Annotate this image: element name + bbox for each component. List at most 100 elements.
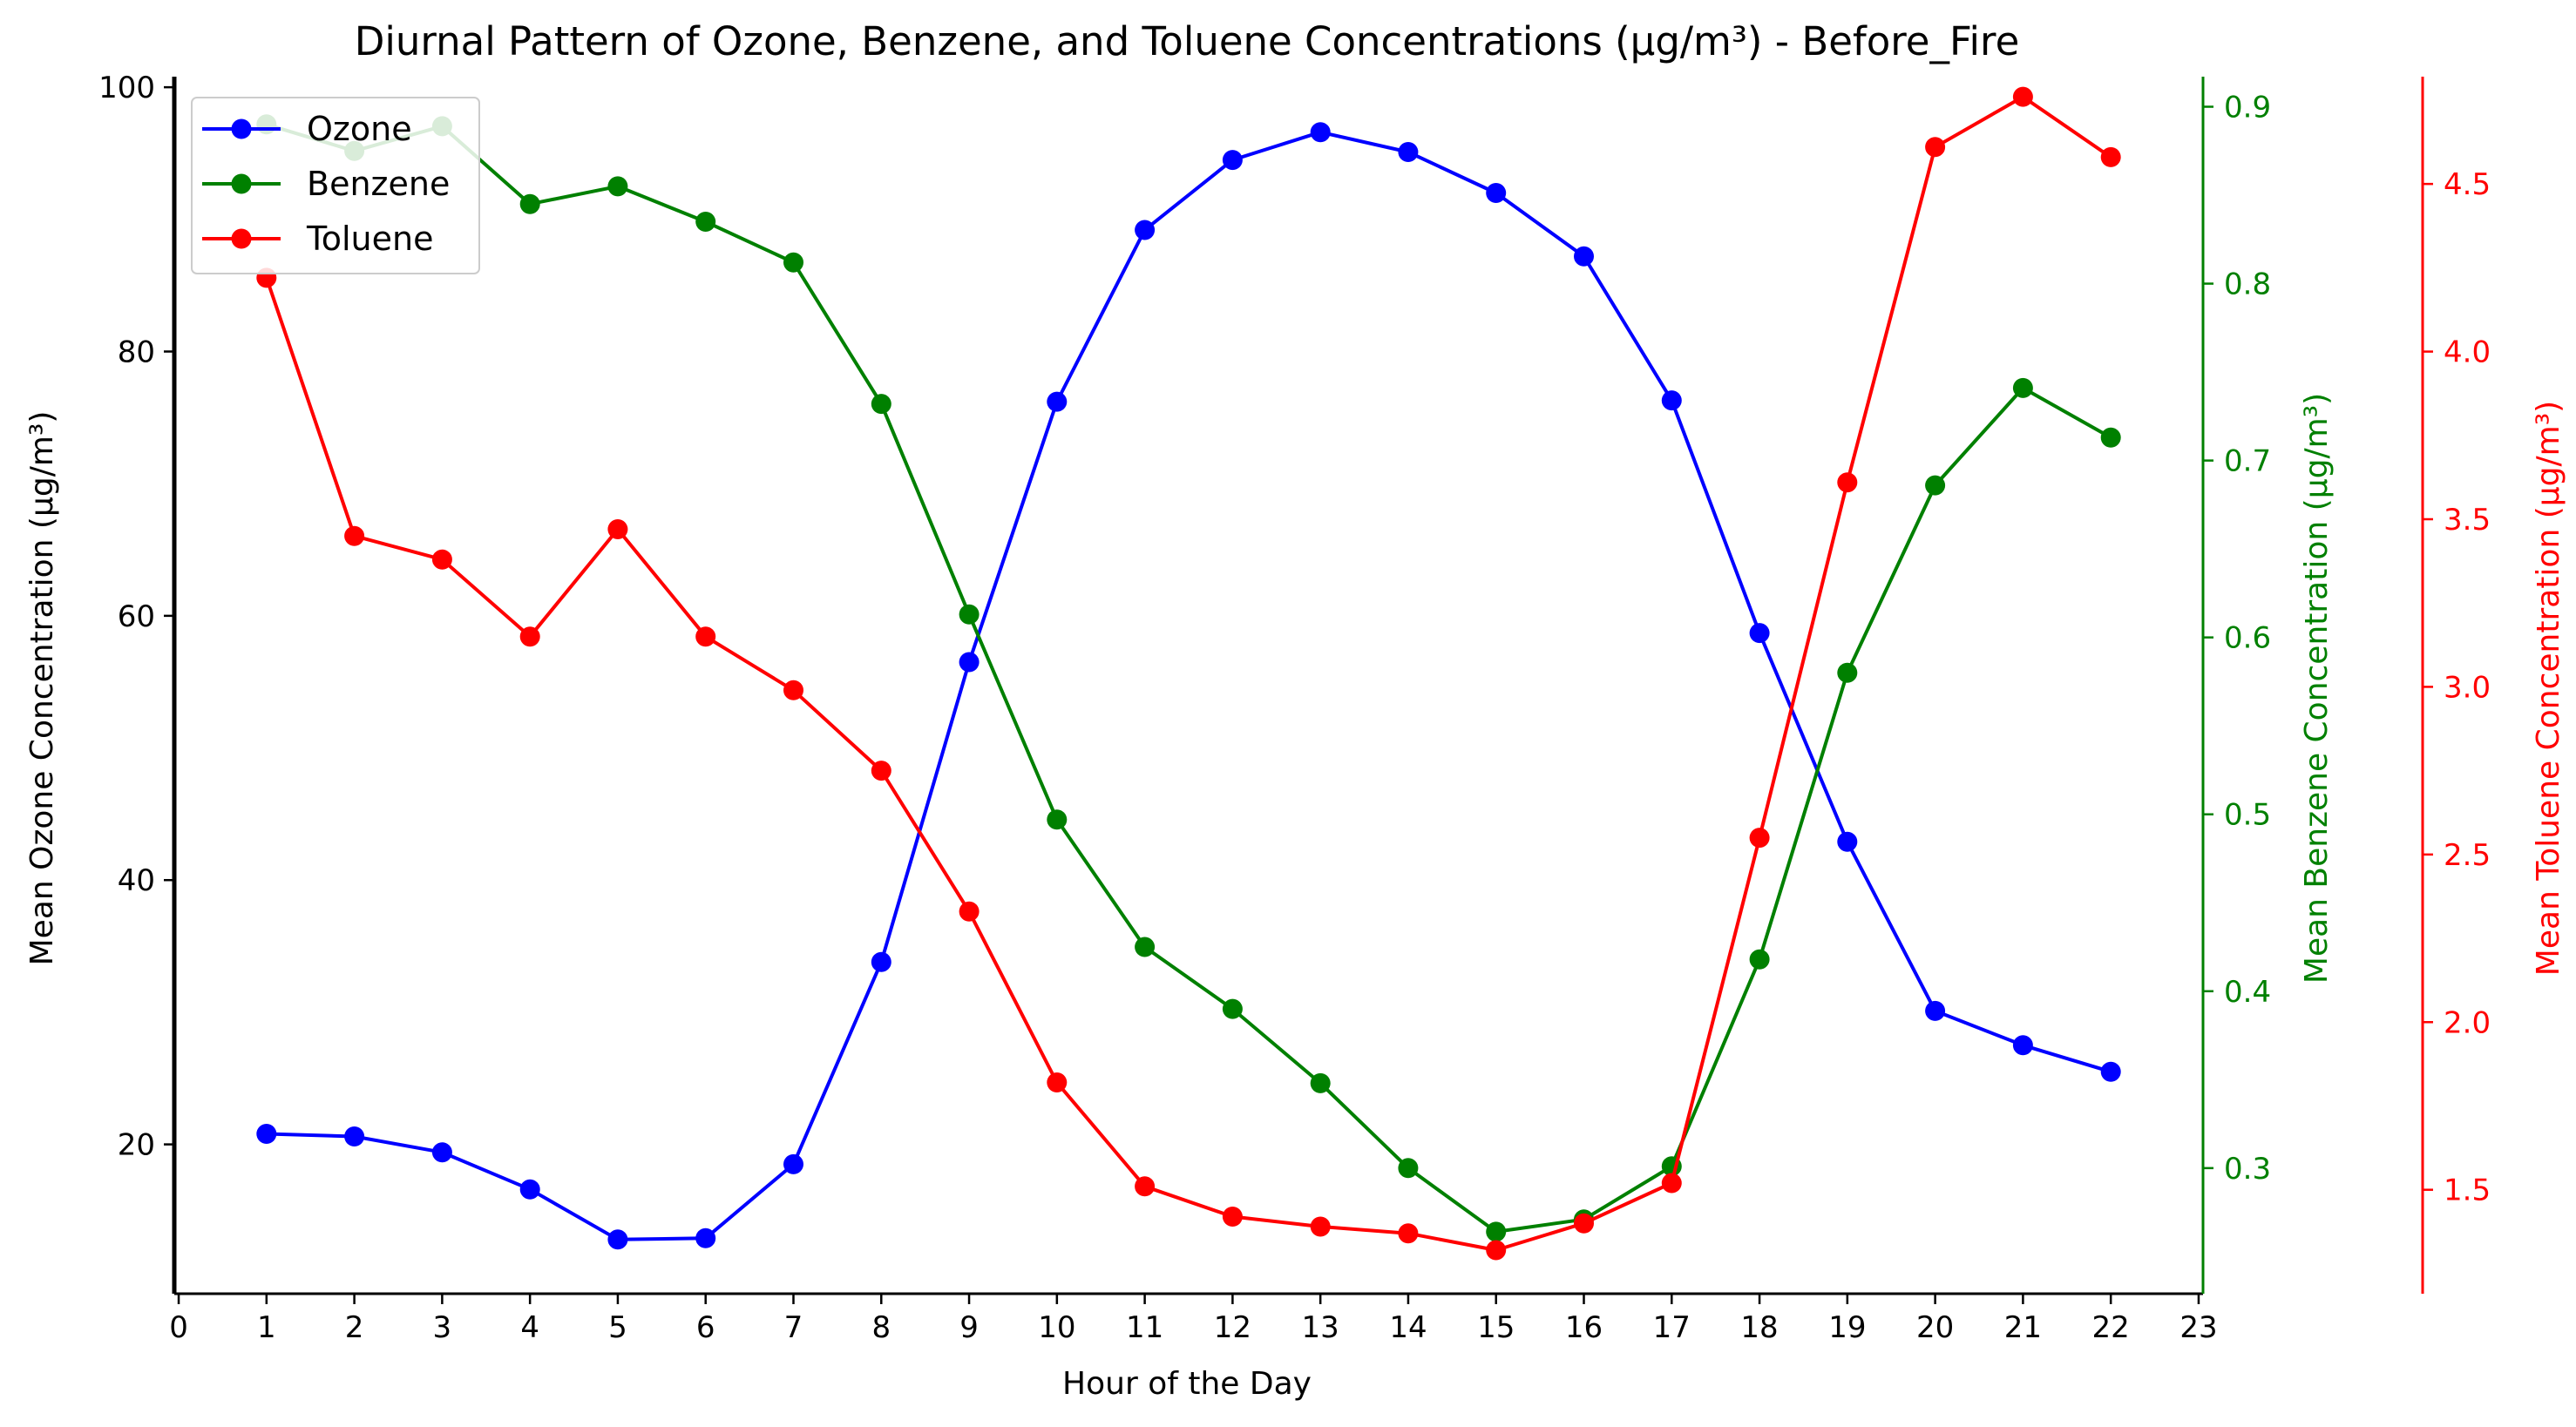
x-tick-label: 11 — [1126, 1310, 1163, 1345]
benzene-tick-label: 0.7 — [2224, 444, 2271, 479]
benzene-data-point — [871, 394, 891, 415]
x-axis-title: Hour of the Day — [1062, 1366, 1312, 1402]
benzene-data-point — [1398, 1158, 1419, 1179]
benzene-tick-label: 0.3 — [2224, 1152, 2271, 1187]
x-tick-label: 3 — [433, 1310, 452, 1345]
x-tick-label: 14 — [1389, 1310, 1427, 1345]
toluene-tick-label: 4.0 — [2444, 335, 2491, 370]
ozone-data-point — [1486, 183, 1507, 203]
benzene-data-point — [783, 252, 803, 273]
legend-items: Ozone Benzene Toluene — [202, 110, 450, 258]
toluene-data-point — [1047, 1072, 1068, 1092]
ozone-axis-ticks: 20 40 60 80 100 — [98, 71, 174, 1163]
x-tick-label: 12 — [1214, 1310, 1251, 1345]
ozone-data-point — [695, 1227, 716, 1248]
x-tick-label: 21 — [2004, 1310, 2042, 1345]
chart-title: Diurnal Pattern of Ozone, Benzene, and T… — [355, 18, 2020, 64]
benzene-data-point — [2012, 377, 2033, 398]
ozone-data-point — [783, 1153, 803, 1174]
x-tick-label: 8 — [871, 1310, 891, 1345]
benzene-tick-label: 0.9 — [2224, 91, 2271, 125]
benzene-data-point — [1047, 809, 1068, 830]
toluene-tick-label: 1.5 — [2444, 1173, 2491, 1208]
toluene-tick-label: 3.0 — [2444, 670, 2491, 705]
ozone-series-line — [266, 130, 2112, 1241]
x-tick-label: 6 — [696, 1310, 715, 1345]
benzene-data-point — [1486, 1221, 1507, 1242]
ozone-data-point — [1837, 831, 1858, 852]
x-tick-label: 23 — [2179, 1310, 2217, 1345]
benzene-tick-label: 0.5 — [2224, 798, 2271, 833]
x-tick-label: 15 — [1477, 1310, 1515, 1345]
ozone-tick-label: 40 — [118, 863, 155, 898]
toluene-tick-label: 4.5 — [2444, 167, 2491, 202]
x-tick-label: 1 — [257, 1310, 276, 1345]
legend-label-toluene: Toluene — [306, 220, 434, 258]
benzene-data-point — [1222, 998, 1243, 1019]
ozone-tick-label: 60 — [118, 599, 155, 634]
toluene-data-point — [1310, 1216, 1331, 1237]
toluene-data-point — [871, 761, 891, 781]
ozone-data-point — [959, 652, 980, 673]
ozone-data-point — [256, 1124, 277, 1144]
benzene-tick-label: 0.4 — [2224, 975, 2271, 1010]
ozone-data-point — [344, 1126, 365, 1146]
ozone-data-point — [607, 1229, 628, 1250]
ozone-data-point — [1574, 246, 1594, 267]
benzene-data-point — [695, 212, 716, 232]
ozone-data-point — [1661, 390, 1682, 411]
ozone-tick-label: 20 — [118, 1128, 155, 1163]
toluene-tick-label: 2.0 — [2444, 1005, 2491, 1040]
ozone-data-point — [519, 1179, 540, 1200]
toluene-data-point — [1837, 472, 1858, 493]
benzene-series-line — [266, 122, 2112, 1234]
toluene-series-line — [264, 95, 2112, 1252]
benzene-tick-label: 0.6 — [2224, 621, 2271, 656]
legend: Ozone Benzene Toluene — [191, 97, 480, 274]
benzene-axis-ticks: 0.3 0.4 0.5 0.6 0.7 0.8 0.9 — [2203, 91, 2271, 1187]
x-tick-label: 16 — [1565, 1310, 1603, 1345]
toluene-data-point — [1222, 1207, 1243, 1227]
toluene-data-point — [344, 525, 365, 546]
benzene-data-point — [1837, 662, 1858, 683]
legend-marker-ozone — [231, 118, 252, 139]
legend-marker-benzene — [231, 173, 252, 194]
benzene-data-point — [959, 604, 980, 625]
legend-label-ozone: Ozone — [307, 110, 412, 148]
toluene-axis-title: Mean Toluene Concentration (µg/m³) — [2531, 401, 2566, 976]
toluene-data-point — [1398, 1223, 1419, 1244]
legend-marker-toluene — [231, 228, 252, 249]
toluene-tick-label: 3.5 — [2444, 503, 2491, 538]
x-tick-label: 0 — [169, 1310, 188, 1345]
x-tick-label: 20 — [1916, 1310, 1954, 1345]
ozone-data-point — [1047, 391, 1068, 412]
x-tick-label: 19 — [1828, 1310, 1866, 1345]
x-tick-label: 2 — [345, 1310, 364, 1345]
x-tick-label: 13 — [1302, 1310, 1339, 1345]
benzene-data-point — [1749, 949, 1770, 970]
x-tick-label: 18 — [1740, 1310, 1778, 1345]
x-tick-label: 17 — [1653, 1310, 1691, 1345]
benzene-tick-label: 0.8 — [2224, 267, 2271, 302]
benzene-data-point — [519, 193, 540, 214]
toluene-data-point — [1661, 1173, 1682, 1194]
toluene-data-point — [519, 626, 540, 647]
ozone-data-point — [1310, 122, 1331, 143]
benzene-data-point — [1925, 475, 1946, 496]
ozone-tick-label: 100 — [98, 71, 155, 105]
ozone-data-point — [1398, 142, 1419, 162]
ozone-data-point — [2012, 1035, 2033, 1056]
ozone-axis-title: Mean Ozone Concentration (µg/m³) — [24, 411, 60, 966]
toluene-data-point — [1486, 1240, 1507, 1261]
ozone-data-point — [1135, 220, 1156, 240]
toluene-data-point — [431, 549, 452, 570]
ozone-data-point — [1749, 623, 1770, 644]
benzene-data-point — [607, 176, 628, 197]
toluene-data-point — [783, 680, 803, 700]
benzene-data-point — [2100, 427, 2121, 448]
ozone-data-point — [1925, 1000, 1946, 1021]
x-tick-label: 10 — [1038, 1310, 1075, 1345]
x-tick-label: 4 — [520, 1310, 539, 1345]
ozone-data-point — [2100, 1061, 2121, 1082]
